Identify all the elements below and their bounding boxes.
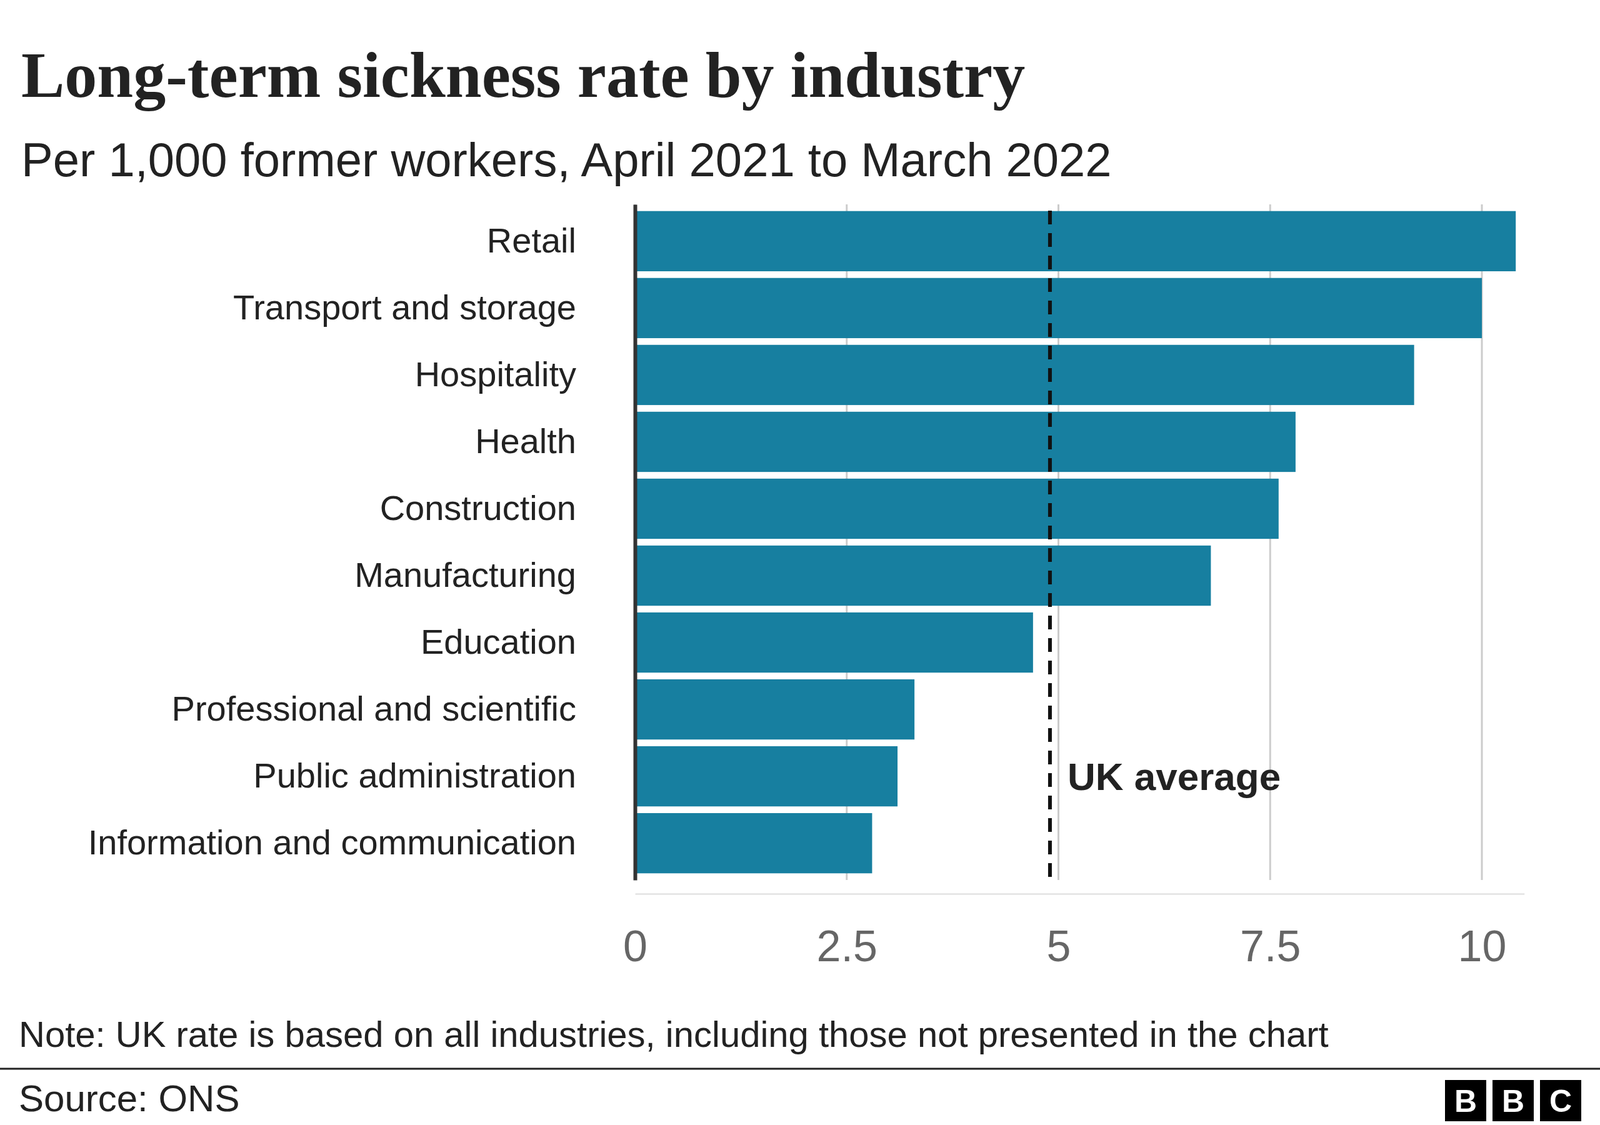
category-label: Retail xyxy=(486,220,577,260)
x-tick-label: 0 xyxy=(623,921,648,971)
bar xyxy=(635,545,1211,606)
reference-label: UK average xyxy=(1067,755,1281,799)
y-tick: Information and communication xyxy=(88,822,577,862)
y-tick: Construction xyxy=(380,488,577,528)
y-tick: Health xyxy=(475,421,577,461)
bar xyxy=(635,278,1482,339)
reference-line xyxy=(1048,210,1052,884)
x-tick-label: 10 xyxy=(1458,921,1507,971)
category-label: Professional and scientific xyxy=(171,688,577,729)
logo-box xyxy=(1445,1080,1487,1122)
logo-letter: B xyxy=(1454,1083,1477,1119)
x-tick: 5 xyxy=(1046,893,1072,971)
bar xyxy=(635,746,898,807)
grid-line xyxy=(634,204,637,880)
category-label: Hospitality xyxy=(415,354,577,394)
bar xyxy=(635,345,1415,405)
title: Long-term sickness rate by industry xyxy=(21,38,1025,112)
y-tick: Hospitality xyxy=(415,354,577,394)
y-tick: Education xyxy=(420,621,577,662)
grid xyxy=(635,204,1482,880)
chart: Long-term sickness rate by industry Per 1… xyxy=(0,0,1600,1125)
x-tick-label: 2.5 xyxy=(816,921,878,971)
logo-box xyxy=(1540,1080,1582,1122)
y-tick: Manufacturing xyxy=(354,555,577,595)
logo-box xyxy=(1492,1080,1534,1122)
y-tick: Public administration xyxy=(253,755,577,795)
category-label: Manufacturing xyxy=(354,555,577,595)
category-label: Construction xyxy=(380,488,577,528)
logo-letter: C xyxy=(1549,1083,1572,1119)
y-tick: Professional and scientific xyxy=(171,688,577,729)
reference: UK average xyxy=(1050,210,1281,884)
bar xyxy=(635,813,872,874)
bars xyxy=(635,211,1516,874)
bar xyxy=(635,411,1296,472)
x-tick: 2.5 xyxy=(816,893,878,971)
logo-letter: B xyxy=(1501,1083,1525,1119)
x-axis-line xyxy=(635,893,1525,895)
source: Source: ONS xyxy=(18,1077,240,1120)
x-axis: 0 2.5 5 7.5 10 xyxy=(623,893,1525,971)
category-label: Transport and storage xyxy=(233,287,577,327)
bar xyxy=(635,612,1034,673)
x-tick: 0 xyxy=(623,893,648,971)
footer-rule xyxy=(0,1068,1600,1070)
x-tick: 7.5 xyxy=(1240,893,1301,971)
category-label: Education xyxy=(420,621,577,662)
category-label: Information and communication xyxy=(88,822,577,862)
y-tick: Transport and storage xyxy=(233,287,577,327)
y-tick: Retail xyxy=(486,220,577,260)
bar xyxy=(635,211,1516,272)
y-axis: Retail Transport and storage Hospitality He… xyxy=(88,205,636,881)
bar xyxy=(635,478,1279,539)
category-label: Health xyxy=(475,421,577,461)
baseline xyxy=(633,205,638,881)
x-tick-label: 5 xyxy=(1046,921,1072,971)
category-label: Public administration xyxy=(253,755,577,795)
bar xyxy=(635,679,915,740)
subtitle: Per 1,000 former workers, April 2021 to … xyxy=(21,133,1112,187)
logo: BBC xyxy=(1445,1080,1582,1122)
x-tick-label: 7.5 xyxy=(1240,921,1301,971)
x-tick: 10 xyxy=(1458,893,1507,971)
note: Note: UK rate is based on all industries… xyxy=(18,1013,1329,1055)
